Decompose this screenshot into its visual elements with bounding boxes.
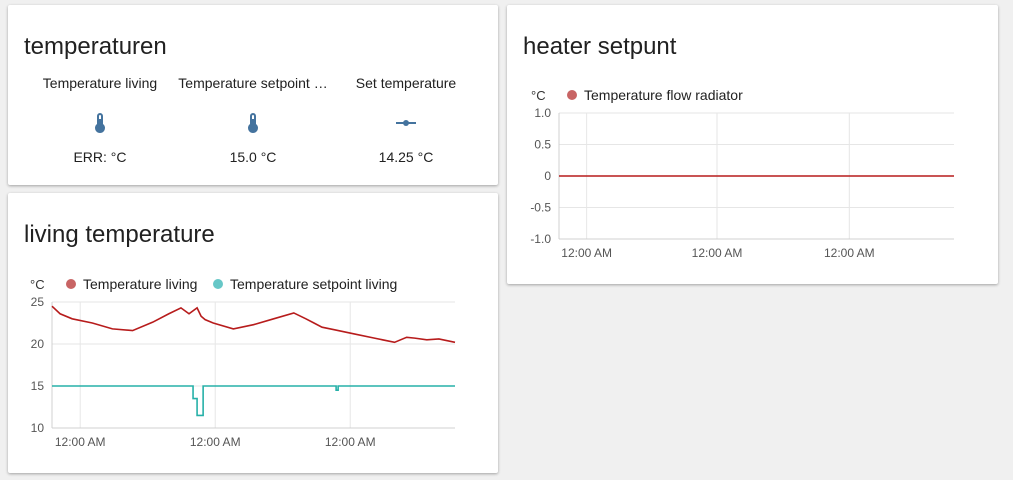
legend-label[interactable]: Temperature living <box>83 276 197 292</box>
y-tick-label: 10 <box>31 421 45 435</box>
card-title: heater setpunt <box>523 33 677 60</box>
x-tick-label: 12:00 AM <box>55 435 106 449</box>
x-tick-label: 12:00 AM <box>824 246 875 260</box>
y-unit-label: °C <box>531 88 546 103</box>
entity-temperature-setpoint[interactable]: Temperature setpoint … 15.0 °C <box>178 75 328 165</box>
entity-set-temperature[interactable]: Set temperature 14.25 °C <box>331 75 481 165</box>
x-tick-label: 12:00 AM <box>561 246 612 260</box>
y-tick-label: 25 <box>31 295 45 309</box>
legend-dot <box>66 279 76 289</box>
x-tick-label: 12:00 AM <box>692 246 743 260</box>
y-tick-label: 1.0 <box>534 106 551 120</box>
legend-dot <box>567 90 577 100</box>
thermometer-icon <box>25 111 175 135</box>
entity-name: Temperature living <box>42 75 158 91</box>
y-tick-label: -1.0 <box>530 232 551 246</box>
entity-state: 15.0 °C <box>229 149 277 165</box>
y-tick-label: 15 <box>31 379 45 393</box>
thermometer-icon <box>178 111 328 135</box>
card-title: temperaturen <box>24 33 167 60</box>
x-tick-label: 12:00 AM <box>325 435 376 449</box>
heater-setpunt-chart: °C Temperature flow radiator 1.0 0.5 0 -0.5 -1… <box>530 87 954 260</box>
legend-label[interactable]: Temperature flow radiator <box>584 87 743 103</box>
temperaturen-card: temperaturen Temperature living ERR: °C … <box>8 5 498 185</box>
y-tick-label: 0.5 <box>534 138 551 152</box>
y-tick-label: -0.5 <box>530 201 551 215</box>
series-line <box>51 305 456 344</box>
living-temperature-chart: °C Temperature living Temperature setpoint… <box>30 276 456 449</box>
living-temperature-card: living temperature °C Temperature living T… <box>8 193 498 473</box>
entity-temperature-living[interactable]: Temperature living ERR: °C <box>25 75 175 165</box>
y-unit-label: °C <box>30 277 45 292</box>
heater-setpunt-card: heater setpunt °C Temperature flow radiat… <box>507 5 998 284</box>
legend-dot <box>213 279 223 289</box>
x-tick-label: 12:00 AM <box>190 435 241 449</box>
card-title: living temperature <box>24 221 215 248</box>
entity-state: 14.25 °C <box>378 149 434 165</box>
slider-icon <box>331 111 481 135</box>
entity-name: Temperature setpoint … <box>178 75 328 91</box>
y-tick-label: 0 <box>544 169 551 183</box>
entity-name: Set temperature <box>355 75 457 91</box>
series-line <box>52 385 455 417</box>
y-tick-label: 20 <box>31 337 45 351</box>
entity-state: ERR: °C <box>73 149 127 165</box>
legend-label[interactable]: Temperature setpoint living <box>230 276 397 292</box>
